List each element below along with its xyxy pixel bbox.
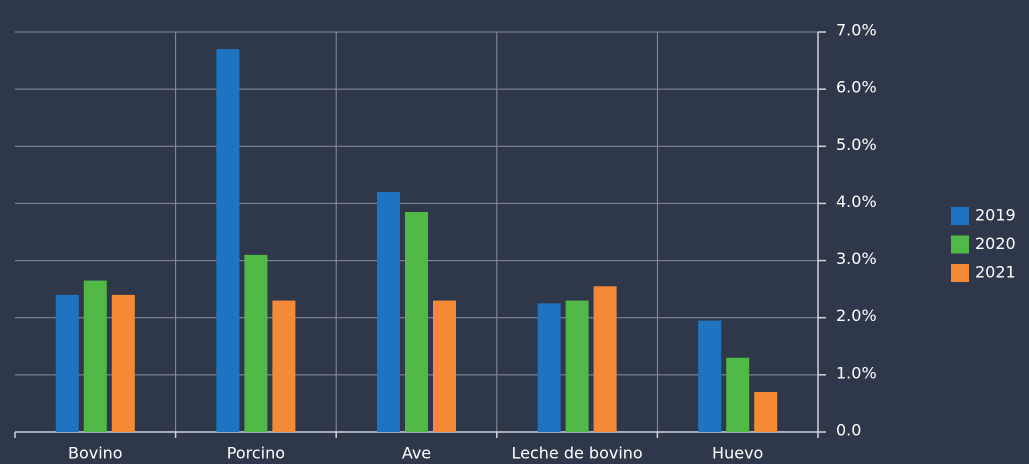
- legend-swatch: [951, 264, 969, 282]
- y-tick-label: 4.0%: [836, 192, 877, 211]
- y-tick-label: 1.0%: [836, 363, 877, 382]
- bar: [405, 212, 428, 432]
- bar: [83, 280, 107, 432]
- y-tick-label: 2.0%: [836, 306, 877, 325]
- bar: [726, 357, 750, 432]
- bar: [754, 392, 778, 432]
- y-tick-label: 6.0%: [836, 78, 877, 97]
- x-tick-label: Huevo: [712, 444, 763, 463]
- y-tick-label: 7.0%: [836, 21, 877, 40]
- x-tick-label: Bovino: [68, 444, 123, 463]
- legend-label: 2021: [975, 263, 1016, 282]
- bar: [272, 300, 296, 432]
- x-tick-label: Porcino: [227, 444, 285, 463]
- legend-swatch: [951, 207, 969, 225]
- bar: [244, 254, 268, 432]
- bar: [377, 192, 400, 432]
- bar: [593, 286, 617, 432]
- x-tick-label: Ave: [402, 444, 431, 463]
- bar: [565, 300, 589, 432]
- bar: [111, 294, 135, 432]
- legend-label: 2019: [975, 206, 1016, 225]
- bar: [433, 300, 456, 432]
- bar: [698, 320, 722, 432]
- legend-label: 2020: [975, 234, 1016, 253]
- bar: [537, 303, 561, 432]
- x-tick-label: Leche de bovino: [511, 444, 642, 463]
- y-tick-label: 0.0: [836, 421, 861, 440]
- legend-swatch: [951, 235, 969, 254]
- y-tick-label: 3.0%: [836, 249, 877, 268]
- bar: [55, 294, 79, 432]
- bar: [216, 49, 240, 433]
- y-tick-label: 5.0%: [836, 135, 877, 154]
